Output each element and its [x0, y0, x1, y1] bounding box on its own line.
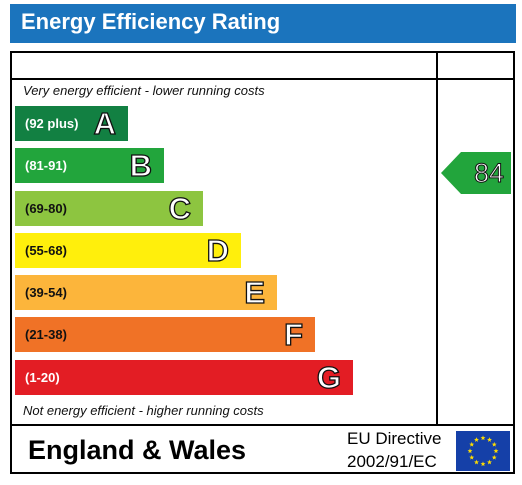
flag-star — [474, 437, 479, 442]
band-range: (92 plus) — [25, 116, 79, 131]
band-e: (39-54) E — [15, 274, 277, 311]
flag-star — [474, 459, 479, 465]
flag-star — [480, 461, 486, 467]
flag-star — [493, 448, 499, 454]
footer-divider — [10, 424, 515, 426]
band-d: (55-68) D — [15, 232, 241, 269]
band-range: (69-80) — [25, 201, 67, 216]
flag-star — [487, 437, 492, 442]
band-range: (1-20) — [25, 370, 60, 385]
column-divider — [436, 51, 438, 426]
band-g: (1-20) G — [15, 359, 353, 396]
bottom-note: Not energy efficient - higher running co… — [23, 403, 264, 418]
band-letter: A — [93, 105, 117, 141]
band-range: (81-91) — [25, 158, 67, 173]
directive-line-2: 2002/91/EC — [347, 452, 437, 471]
band-letter: G — [316, 359, 341, 395]
band-letter: E — [244, 274, 266, 310]
flag-star — [469, 454, 475, 460]
band-letter: D — [206, 232, 230, 268]
current-rating-value: 84 — [473, 158, 505, 189]
flag-star — [491, 454, 497, 460]
region-label: England & Wales — [28, 435, 247, 465]
band-f: (21-38) F — [15, 316, 315, 353]
page-title: Energy Efficiency Rating — [21, 9, 281, 34]
flag-star — [487, 459, 492, 465]
band-c: (69-80) C — [15, 190, 203, 227]
flag-star — [469, 441, 475, 447]
flag-star — [491, 441, 497, 447]
band-letter: F — [283, 316, 303, 352]
band-letter: C — [168, 190, 192, 226]
band-range: (21-38) — [25, 327, 67, 342]
band-range: (55-68) — [25, 243, 67, 258]
title-bar: Energy Efficiency Rating — [10, 4, 516, 43]
band-a: (92 plus) A — [15, 105, 128, 142]
flag-star — [480, 435, 486, 441]
band-b: (81-91) B — [15, 147, 164, 184]
band-range: (39-54) — [25, 285, 67, 300]
band-letter: B — [129, 147, 153, 183]
flag-star — [467, 448, 473, 454]
header-divider — [10, 78, 515, 80]
top-note: Very energy efficient - lower running co… — [23, 83, 265, 98]
current-rating-arrow — [441, 152, 511, 194]
eu-flag-icon — [456, 431, 510, 471]
directive-line-1: EU Directive — [347, 429, 442, 448]
rating-frame — [10, 51, 515, 474]
